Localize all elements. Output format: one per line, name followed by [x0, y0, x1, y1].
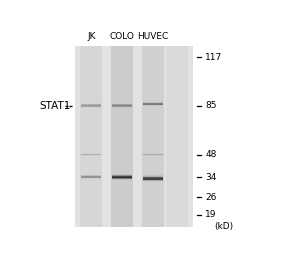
Bar — [81, 154, 101, 155]
Bar — [81, 178, 101, 179]
Text: 48: 48 — [205, 150, 217, 159]
Bar — [112, 174, 132, 175]
Bar — [81, 176, 101, 177]
Bar — [81, 105, 101, 106]
Bar — [75, 46, 193, 227]
Text: COLO: COLO — [110, 32, 134, 41]
Bar — [81, 155, 101, 156]
Bar — [143, 179, 163, 180]
Text: 117: 117 — [205, 53, 223, 62]
Bar — [112, 103, 132, 104]
Text: STAT1: STAT1 — [40, 101, 71, 111]
Bar — [166, 46, 188, 227]
Bar — [81, 175, 101, 176]
Bar — [112, 179, 132, 180]
Bar — [143, 154, 163, 155]
Bar — [143, 102, 163, 103]
Bar — [112, 175, 132, 176]
Bar — [112, 178, 132, 179]
Bar — [143, 177, 163, 178]
Text: 19: 19 — [205, 210, 217, 219]
Text: (kD): (kD) — [214, 222, 233, 231]
Bar — [143, 154, 163, 155]
Bar — [143, 180, 163, 181]
Text: 26: 26 — [205, 193, 217, 202]
Text: 34: 34 — [205, 173, 217, 182]
Bar — [81, 106, 101, 107]
Bar — [112, 174, 132, 175]
Text: JK: JK — [87, 32, 96, 41]
Bar — [143, 103, 163, 104]
Bar — [81, 154, 101, 155]
Bar — [143, 181, 163, 182]
Bar — [112, 106, 132, 107]
Bar — [143, 176, 163, 177]
Bar — [143, 180, 163, 181]
Bar — [112, 106, 132, 107]
Bar — [143, 155, 163, 156]
Bar — [81, 107, 101, 108]
Bar — [81, 103, 101, 104]
Bar — [112, 176, 132, 177]
Bar — [81, 104, 101, 105]
Bar — [80, 46, 102, 227]
Bar — [81, 155, 101, 156]
Bar — [143, 179, 163, 180]
Bar — [81, 153, 101, 154]
Text: 85: 85 — [205, 101, 217, 110]
Bar — [112, 177, 132, 178]
Bar — [111, 46, 133, 227]
Bar — [112, 105, 132, 106]
Bar — [81, 175, 101, 176]
Bar — [112, 175, 132, 176]
Bar — [143, 104, 163, 105]
Bar — [143, 153, 163, 154]
Bar — [81, 106, 101, 107]
Bar — [112, 104, 132, 105]
Bar — [112, 176, 132, 177]
Bar — [143, 178, 163, 179]
Bar — [112, 107, 132, 108]
Bar — [143, 105, 163, 106]
Bar — [143, 101, 163, 102]
Bar — [142, 46, 164, 227]
Bar — [143, 175, 163, 176]
Text: HUVEC: HUVEC — [137, 32, 168, 41]
Bar — [81, 177, 101, 178]
